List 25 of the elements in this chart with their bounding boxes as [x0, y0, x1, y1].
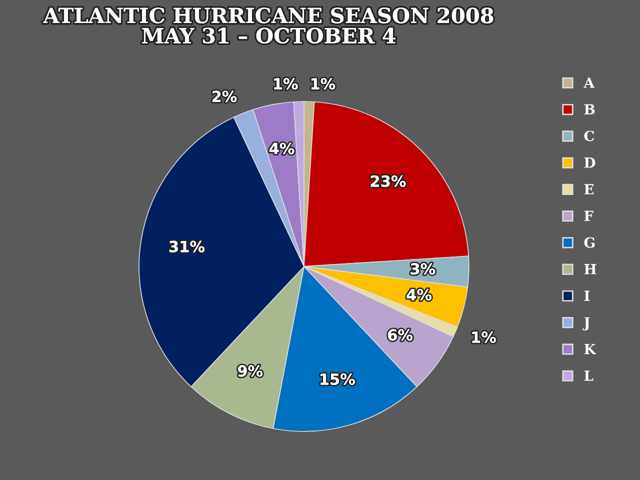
legend-label: K: [584, 344, 596, 354]
legend-label: J: [582, 317, 590, 330]
data-label: 9%: [238, 365, 263, 377]
data-label: 1%: [274, 78, 298, 90]
data-label: 31%: [169, 240, 205, 252]
legend-label: E: [584, 184, 594, 194]
legend-label: I: [584, 290, 590, 301]
data-label: 1%: [472, 331, 496, 343]
data-label: 23%: [370, 175, 406, 187]
data-label: 4%: [269, 142, 294, 154]
data-label: 4%: [406, 288, 432, 300]
legend-label: B: [584, 104, 595, 114]
legend-label: A: [584, 78, 595, 88]
legend-label: F: [584, 210, 594, 221]
data-label: 15%: [320, 373, 355, 385]
legend-label: H: [584, 264, 596, 274]
legend-label: D: [584, 158, 596, 168]
data-label: 6%: [388, 329, 413, 341]
legend-label: C: [584, 130, 594, 142]
data-label: 1%: [311, 78, 336, 90]
legend-label: G: [584, 237, 594, 248]
data-label: 3%: [410, 263, 436, 275]
chart-title: ATLANTIC HURRICANE SEASON 2008 MAY 31 – OCTOBER 4: [43, 8, 494, 44]
data-label: 2%: [212, 90, 237, 102]
legend-label: L: [584, 370, 594, 381]
